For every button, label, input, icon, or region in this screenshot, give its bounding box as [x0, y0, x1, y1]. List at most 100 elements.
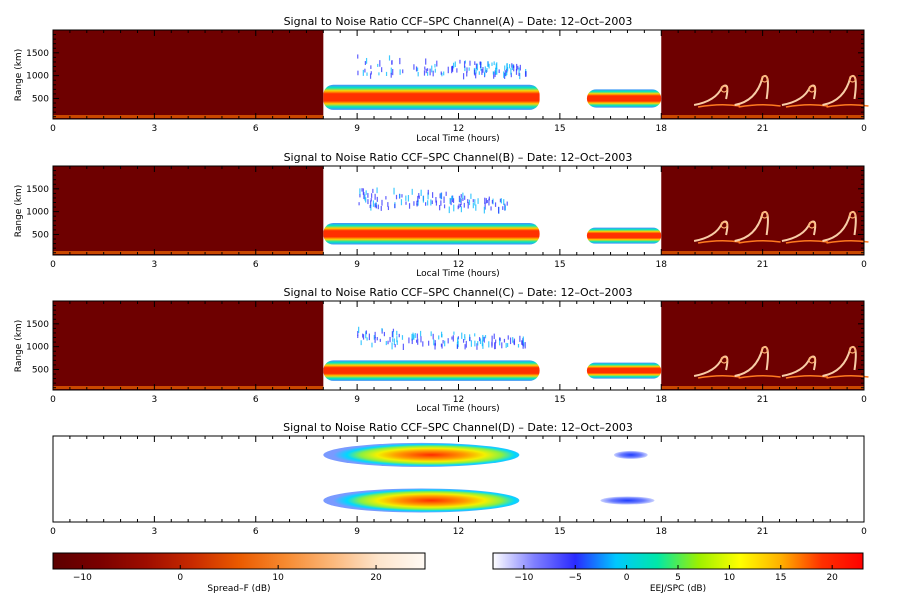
colorbar-tick-label: 5 [675, 573, 681, 583]
x-tick-label: 18 [656, 260, 668, 270]
y-axis: 500 1000 1500 [26, 165, 864, 254]
y-tick-label: 1000 [26, 343, 49, 353]
colorbar-eej-spc: −10 −5 0 5 10 15 20 EEJ/SPC (dB) [492, 552, 864, 594]
x-tick-label: 0 [861, 395, 867, 405]
plot-area [53, 30, 869, 119]
x-axis: 0 3 6 9 12 15 18 21 0 [50, 436, 867, 537]
colorbar-tick-label: 0 [177, 573, 183, 583]
colorbar-gradient [52, 552, 426, 570]
y-tick-label: 1000 [26, 72, 49, 82]
y-tick-label: 1000 [26, 208, 49, 218]
panel-channel-c: Signal to Noise Ratio CCF–SPC Channel(C)… [14, 286, 869, 414]
weak-echo-scatter [357, 326, 526, 350]
colorbar-tick-label: 10 [272, 573, 284, 583]
echo-blob [323, 442, 520, 467]
colorbar-label: Spread–F (dB) [207, 584, 270, 594]
x-tick-label: 3 [152, 260, 158, 270]
colorbar-tick-label: 20 [826, 573, 838, 583]
x-tick-label: 12 [453, 260, 464, 270]
panel-channel-b: Signal to Noise Ratio CCF–SPC Channel(B)… [14, 151, 869, 279]
x-tick-label: 12 [453, 124, 464, 134]
x-tick-label: 21 [757, 124, 768, 134]
x-tick-label: 12 [453, 527, 464, 537]
colorbar-tick-label: 15 [775, 573, 786, 583]
y-tick-label: 1500 [26, 320, 49, 330]
x-tick-label: 0 [50, 395, 56, 405]
echo-band [323, 360, 540, 381]
spread-f-plume [822, 346, 869, 379]
x-tick-label: 15 [554, 124, 565, 134]
x-axis-label: Local Time (hours) [416, 134, 499, 144]
night-block [53, 30, 324, 119]
colorbar-tick-label: 20 [370, 573, 382, 583]
y-axis: 500 1000 1500 [26, 29, 864, 118]
x-tick-label: 15 [554, 527, 565, 537]
spread-f-plume [781, 220, 829, 244]
spread-f-plume [734, 211, 781, 244]
y-axis: 500 1000 1500 [26, 300, 864, 389]
colorbar-tick-label: −10 [514, 573, 533, 583]
x-tick-label: 6 [253, 527, 259, 537]
x-axis: 0 3 6 9 12 15 18 21 0 [50, 30, 867, 134]
x-axis-label: Local Time (hours) [416, 269, 499, 279]
colorbar-tick-label: −10 [73, 573, 92, 583]
plot-area [53, 166, 869, 255]
x-tick-label: 21 [757, 527, 768, 537]
x-tick-label: 6 [253, 395, 259, 405]
panel-title: Signal to Noise Ratio CCF–SPC Channel(B)… [284, 151, 633, 164]
x-tick-label: 0 [50, 260, 56, 270]
echo-band [586, 362, 662, 379]
x-tick-label: 0 [861, 260, 867, 270]
echo-band [323, 84, 540, 110]
x-tick-label: 18 [656, 124, 668, 134]
weak-echo-scatter [357, 54, 527, 80]
x-tick-label: 9 [354, 395, 360, 405]
y-tick-label: 500 [32, 94, 49, 104]
night-block [53, 166, 324, 255]
x-tick-label: 21 [757, 395, 768, 405]
x-axis-label: Local Time (hours) [416, 404, 499, 414]
colorbar-spread-f: −10 0 10 20 Spread–F (dB) [52, 552, 426, 594]
x-tick-label: 3 [152, 124, 158, 134]
x-tick-label: 3 [152, 395, 158, 405]
spread-f-plume [822, 75, 869, 108]
x-tick-label: 3 [152, 527, 158, 537]
x-tick-label: 9 [354, 260, 360, 270]
x-tick-label: 9 [354, 124, 360, 134]
weak-echo-scatter [358, 187, 508, 214]
x-axis: 0 3 6 9 12 15 18 21 0 [50, 301, 867, 405]
x-tick-label: 9 [354, 527, 360, 537]
echo-blob [613, 450, 648, 459]
y-tick-label: 1500 [26, 49, 49, 59]
x-tick-label: 12 [453, 395, 464, 405]
y-axis-label: Range (km) [14, 320, 24, 372]
panel-title: Signal to Noise Ratio CCF–SPC Channel(D)… [283, 421, 633, 434]
y-axis-label: Range (km) [14, 185, 24, 237]
plot-area [323, 442, 655, 513]
x-tick-label: 0 [50, 527, 56, 537]
y-tick-label: 1500 [26, 185, 49, 195]
x-tick-label: 0 [861, 124, 867, 134]
x-tick-label: 18 [656, 395, 668, 405]
colorbar-label: EEJ/SPC (dB) [650, 584, 706, 594]
panel-channel-a: Signal to Noise Ratio CCF–SPC Channel(A)… [14, 15, 869, 144]
panel-channel-d: Signal to Noise Ratio CCF–SPC Channel(D)… [50, 421, 867, 537]
colorbar-tick-label: 10 [724, 573, 736, 583]
x-tick-label: 6 [253, 124, 259, 134]
spread-f-plume [734, 346, 781, 379]
night-block [53, 301, 324, 390]
echo-blob [600, 496, 655, 505]
x-tick-label: 6 [253, 260, 259, 270]
y-tick-label: 500 [32, 365, 49, 375]
echo-band [323, 223, 540, 245]
x-axis: 0 3 6 9 12 15 18 21 0 [50, 166, 867, 270]
y-tick-label: 500 [32, 230, 49, 240]
x-tick-label: 15 [554, 260, 565, 270]
panel-title: Signal to Noise Ratio CCF–SPC Channel(A)… [284, 15, 633, 28]
x-tick-label: 18 [656, 527, 668, 537]
echo-band [586, 89, 662, 108]
x-tick-label: 0 [50, 124, 56, 134]
panel-title: Signal to Noise Ratio CCF–SPC Channel(C)… [284, 286, 633, 299]
echo-blob [323, 488, 520, 513]
